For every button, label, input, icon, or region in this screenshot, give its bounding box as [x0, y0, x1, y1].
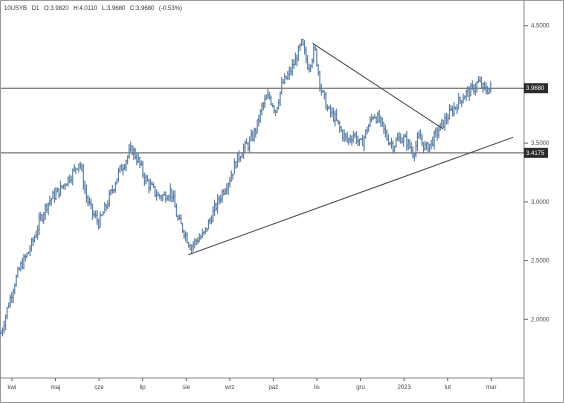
- y-tick-label: 4.5000: [531, 24, 550, 30]
- x-tick-label: gru: [356, 385, 365, 391]
- high-value: H:4.0110: [73, 6, 98, 12]
- x-tick-label: cze: [94, 385, 104, 391]
- close-value: C:3.9680: [130, 6, 155, 12]
- x-tick-label: lis: [314, 385, 320, 391]
- chart-header: 10USYB D1 O:3.9820 H:4.0110 L:3.9680 C:3…: [4, 6, 185, 12]
- price-level-box: [524, 83, 548, 94]
- y-tick-label: 3.0000: [531, 200, 550, 206]
- x-tick-label: sie: [182, 385, 190, 391]
- x-tick-label: wrz: [224, 385, 234, 391]
- price-level-box: [524, 147, 548, 158]
- x-tick-label: 2023: [397, 385, 411, 391]
- price-level-label: 3.9680: [526, 86, 545, 92]
- change-value: (-0.53%): [159, 6, 183, 12]
- x-tick-label: mar: [486, 385, 496, 391]
- x-tick-label: lip: [140, 385, 147, 391]
- trendline: [188, 136, 514, 256]
- symbol-label: 10USYB: [4, 6, 28, 12]
- y-tick-label: 2.0000: [531, 317, 550, 323]
- x-tick-label: paź: [269, 385, 279, 391]
- timeframe-label: D1: [31, 6, 40, 12]
- low-value: L:3.9680: [101, 6, 126, 12]
- y-tick-label: 2.5000: [531, 259, 550, 265]
- trendline: [312, 42, 444, 130]
- y-tick-label: 3.5000: [531, 141, 550, 147]
- x-tick-label: maj: [51, 385, 61, 391]
- open-value: O:3.9820: [44, 6, 69, 12]
- x-tick-label: kwi: [8, 385, 17, 391]
- x-tick-label: lut: [445, 385, 452, 391]
- price-level-label: 3.4175: [526, 151, 545, 157]
